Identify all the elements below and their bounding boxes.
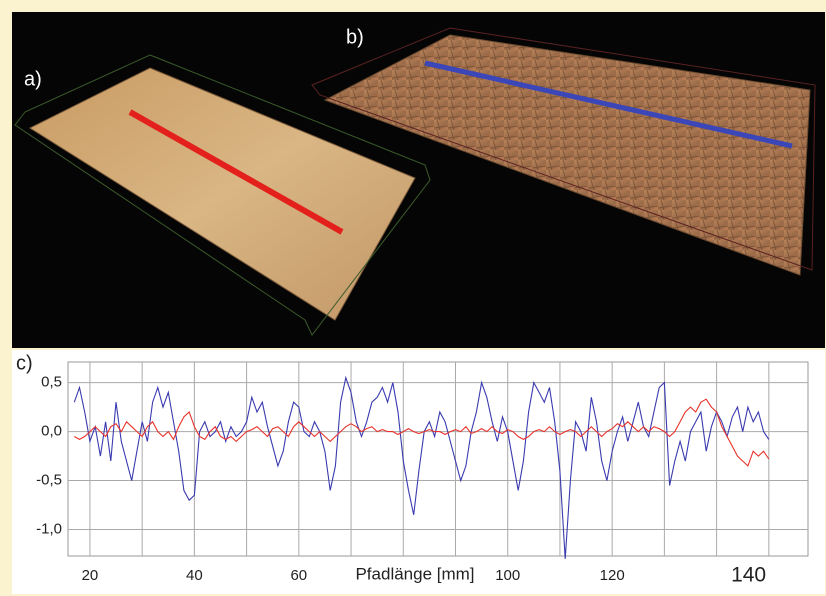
surface-b: [323, 34, 811, 276]
profile-line-a: [128, 109, 344, 235]
panel-label: a): [24, 68, 42, 90]
x-tick-label: 20: [82, 567, 99, 584]
bounding-box-a: [14, 54, 431, 336]
data-line: [73, 375, 770, 559]
y-tick-label: 0,0: [41, 423, 62, 440]
surface-a: [28, 67, 416, 321]
x-tick-label: 100: [495, 567, 520, 584]
bounding-box-b: [311, 27, 816, 271]
profile-line-b: [424, 60, 793, 149]
panel-label: b): [346, 26, 364, 48]
data-line: [74, 398, 770, 467]
x-tick-label: 140: [731, 564, 766, 587]
y-tick-label: -0,5: [36, 472, 62, 489]
x-tick-label: 120: [600, 567, 625, 584]
plot-area: [67, 361, 809, 557]
panel-label: c): [16, 352, 33, 374]
x-tick-label: 60: [290, 567, 307, 584]
y-tick-label: 0,5: [41, 374, 62, 391]
x-axis-label: Pfadlänge [mm]: [355, 564, 474, 583]
x-tick-label: 40: [186, 567, 203, 584]
y-tick-label: -1,0: [36, 521, 62, 538]
